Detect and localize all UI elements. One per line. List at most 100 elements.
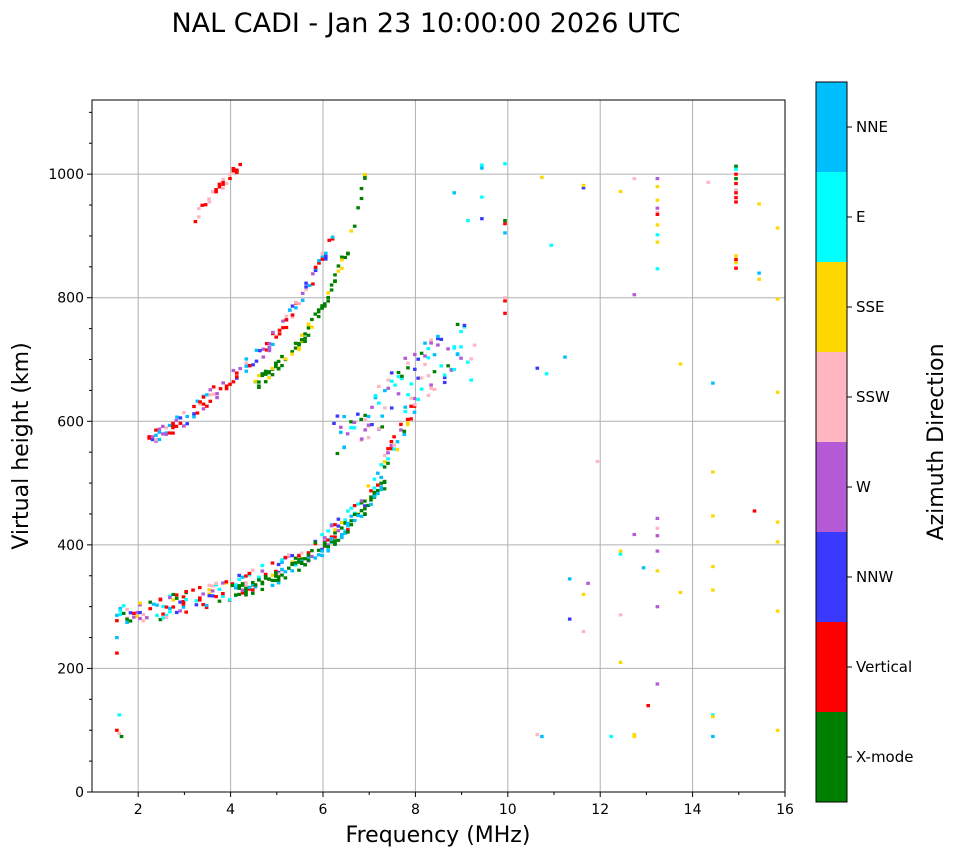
echo-point bbox=[280, 354, 284, 359]
echo-point bbox=[244, 357, 249, 361]
echo-point bbox=[145, 616, 149, 620]
echo-point bbox=[339, 430, 343, 434]
echo-point bbox=[310, 549, 314, 553]
echo-point bbox=[480, 166, 484, 170]
echo-point bbox=[333, 539, 337, 543]
echo-point bbox=[293, 561, 298, 565]
echo-point bbox=[171, 605, 176, 609]
echo-point bbox=[413, 367, 417, 371]
echo-point bbox=[711, 514, 715, 518]
echo-point bbox=[201, 395, 206, 399]
echo-point bbox=[396, 370, 401, 375]
echo-point bbox=[711, 565, 715, 569]
echo-point bbox=[211, 385, 216, 389]
echo-point bbox=[263, 572, 268, 576]
echo-point bbox=[359, 186, 364, 191]
echo-point bbox=[148, 600, 152, 604]
echo-point bbox=[260, 580, 265, 584]
echo-point bbox=[432, 370, 437, 374]
echo-point bbox=[197, 207, 201, 211]
echo-point bbox=[382, 487, 387, 491]
echo-point bbox=[257, 578, 261, 582]
echo-point bbox=[231, 169, 236, 173]
echo-point bbox=[535, 366, 540, 370]
echo-point bbox=[346, 509, 350, 513]
echo-point bbox=[238, 367, 242, 371]
echo-point bbox=[270, 366, 275, 370]
echo-point bbox=[283, 357, 288, 361]
echo-point bbox=[121, 604, 126, 608]
echo-point bbox=[380, 414, 384, 418]
echo-point bbox=[230, 582, 235, 586]
echo-point bbox=[632, 177, 637, 181]
echo-point bbox=[214, 595, 218, 599]
echo-point bbox=[373, 396, 378, 400]
echo-point bbox=[734, 200, 738, 204]
echo-point bbox=[423, 354, 427, 358]
echo-point bbox=[369, 502, 373, 506]
echo-point bbox=[267, 370, 271, 374]
colorbar-swatch-w bbox=[816, 442, 847, 532]
echo-point bbox=[655, 212, 660, 216]
echo-point bbox=[363, 499, 367, 503]
echo-point bbox=[503, 299, 507, 303]
echo-point bbox=[359, 514, 364, 518]
echo-point bbox=[201, 402, 206, 406]
echo-point bbox=[632, 532, 637, 537]
echo-point bbox=[442, 380, 447, 385]
echo-point bbox=[412, 410, 417, 414]
echo-point bbox=[335, 414, 340, 418]
echo-point bbox=[346, 528, 350, 532]
echo-point bbox=[274, 574, 278, 578]
echo-point bbox=[655, 682, 660, 686]
x-tick-label: 8 bbox=[411, 802, 420, 818]
echo-point bbox=[290, 313, 295, 317]
echo-point bbox=[446, 347, 450, 351]
echo-point bbox=[711, 588, 715, 592]
echo-point bbox=[655, 198, 660, 202]
echo-point bbox=[274, 571, 278, 575]
echo-point bbox=[171, 598, 176, 602]
echo-point bbox=[609, 734, 613, 739]
echo-point bbox=[775, 297, 780, 301]
echo-point bbox=[342, 446, 346, 450]
echo-point bbox=[240, 575, 245, 579]
echo-point bbox=[244, 369, 249, 373]
echo-point bbox=[316, 310, 321, 314]
echo-point bbox=[306, 555, 311, 559]
echo-point bbox=[333, 542, 337, 546]
colorbar-label: Vertical bbox=[856, 658, 912, 676]
echo-point bbox=[228, 382, 232, 386]
echo-point bbox=[503, 311, 507, 315]
echo-point bbox=[324, 251, 328, 255]
echo-point bbox=[340, 266, 344, 270]
echo-point bbox=[339, 425, 343, 429]
echo-point bbox=[297, 348, 301, 352]
echo-point bbox=[359, 417, 363, 421]
echo-point bbox=[595, 459, 600, 464]
echo-point bbox=[316, 315, 321, 319]
echo-point bbox=[283, 555, 288, 560]
echo-point bbox=[432, 387, 437, 391]
echo-point bbox=[775, 728, 780, 732]
echo-point bbox=[247, 585, 252, 589]
echo-point bbox=[326, 547, 330, 551]
echo-point bbox=[581, 592, 586, 596]
echo-point bbox=[224, 181, 229, 185]
echo-point bbox=[270, 578, 275, 582]
echo-point bbox=[263, 380, 268, 384]
echo-point bbox=[734, 177, 738, 181]
echo-point bbox=[363, 504, 367, 508]
echo-point bbox=[221, 177, 225, 182]
echo-point bbox=[396, 392, 401, 396]
echo-point bbox=[185, 422, 189, 426]
echo-point bbox=[324, 254, 328, 258]
echo-point bbox=[343, 521, 347, 525]
echo-point bbox=[260, 563, 265, 568]
echo-point bbox=[281, 326, 285, 330]
echo-point bbox=[141, 613, 146, 617]
echo-point bbox=[164, 605, 169, 609]
echo-point bbox=[352, 519, 357, 523]
echo-point bbox=[413, 352, 417, 357]
